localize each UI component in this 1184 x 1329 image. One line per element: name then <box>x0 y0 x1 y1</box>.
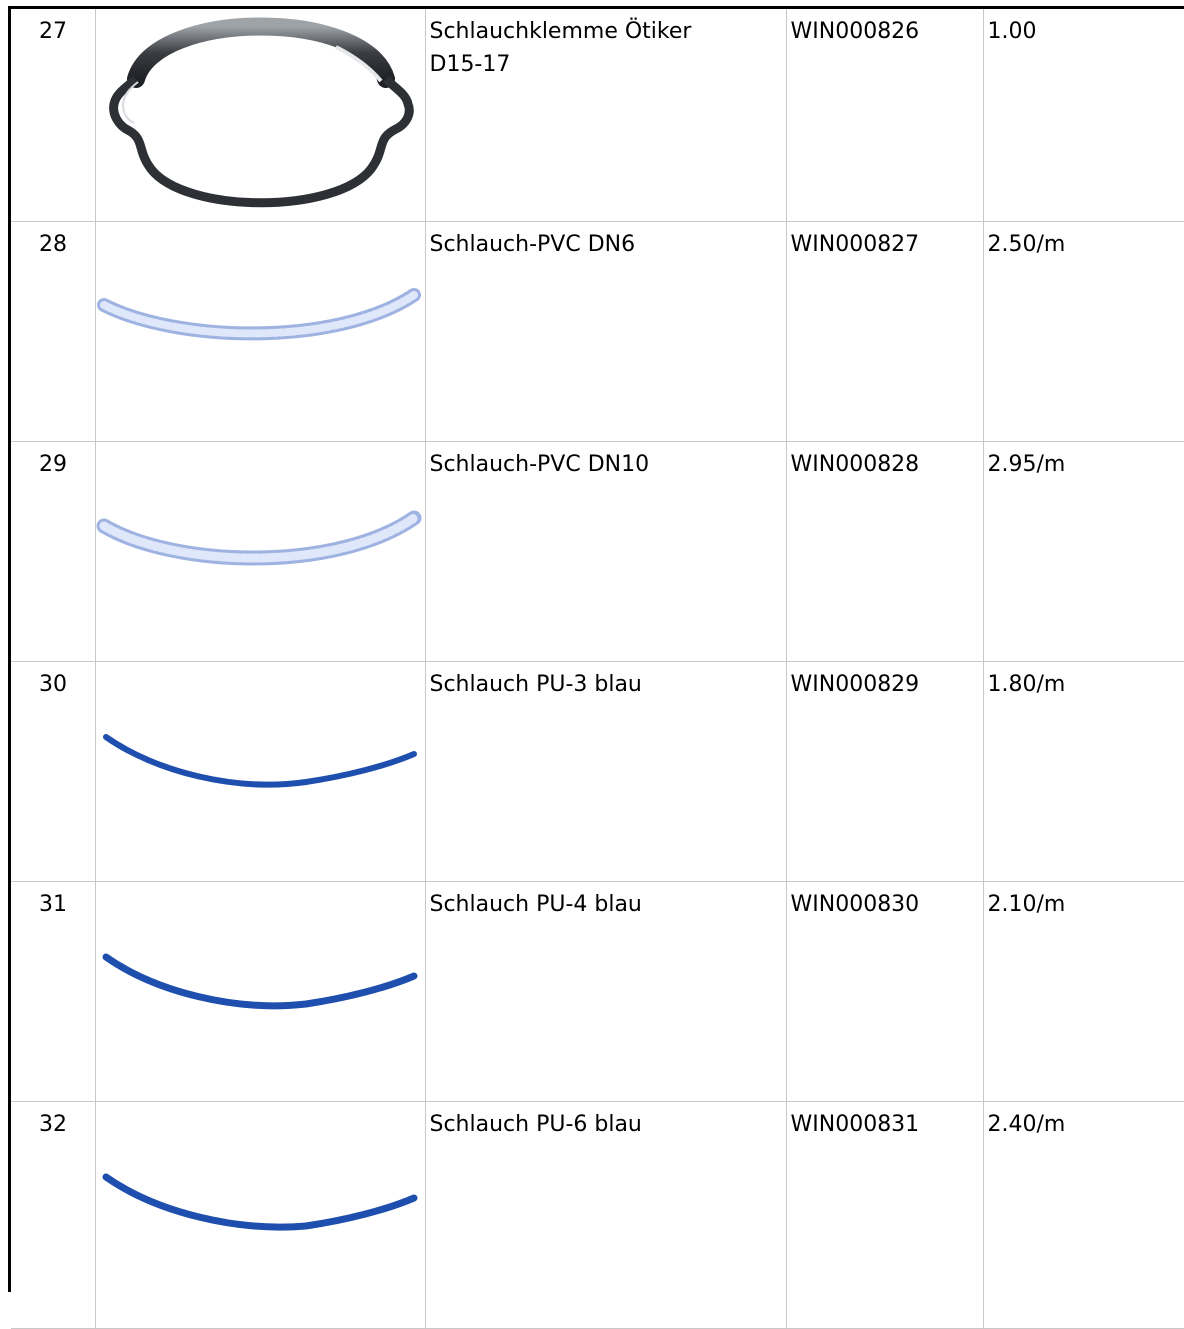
price: 2.40/m <box>982 1101 1184 1329</box>
table-row: 30 Schlauch PU-3 blau WIN000829 1.80/m <box>11 661 1184 882</box>
table-row: 32 Schlauch PU-6 blau WIN000831 2.40/m <box>11 1101 1184 1329</box>
row-number: 28 <box>11 221 96 442</box>
price: 1.80/m <box>982 661 1184 882</box>
hose-clamp-icon <box>96 9 425 209</box>
pvc-hose-icon <box>96 442 425 642</box>
table-row: 27 Schlauc <box>11 9 1184 222</box>
product-description: Schlauch PU-4 blau <box>424 881 787 1102</box>
pu-hose-icon <box>96 1102 425 1302</box>
price: 2.10/m <box>982 881 1184 1102</box>
pvc-hose-icon <box>96 222 425 422</box>
product-image-cell <box>94 441 426 662</box>
row-number: 27 <box>11 9 96 222</box>
product-image-cell <box>94 1101 426 1329</box>
table-row: 31 Schlauch PU-4 blau WIN000830 2.10/m <box>11 881 1184 1102</box>
table-row: 29 Schlauch-PVC DN10 WIN000828 2.95/m <box>11 441 1184 662</box>
row-number: 29 <box>11 441 96 662</box>
product-description: Schlauchklemme Ötiker <box>429 19 692 44</box>
product-image-cell <box>94 9 426 222</box>
product-image-cell <box>94 221 426 442</box>
table-row: 28 Schlauch-PVC DN6 WIN000827 2.50/m <box>11 221 1184 442</box>
product-table: 27 Schlauc <box>11 9 1184 1329</box>
row-number: 32 <box>11 1101 96 1329</box>
row-number: 30 <box>11 661 96 882</box>
article-number: WIN000826 <box>785 9 984 222</box>
price: 2.50/m <box>982 221 1184 442</box>
article-number: WIN000828 <box>785 441 984 662</box>
product-description: Schlauch PU-3 blau <box>424 661 787 882</box>
product-description: Schlauch-PVC DN6 <box>424 221 787 442</box>
article-number: WIN000830 <box>785 881 984 1102</box>
pu-hose-icon <box>96 882 425 1082</box>
product-description: Schlauch-PVC DN10 <box>424 441 787 662</box>
article-number: WIN000827 <box>785 221 984 442</box>
page-left-border <box>8 6 11 1292</box>
product-description-line2: D15-17 <box>429 52 511 77</box>
row-number: 31 <box>11 881 96 1102</box>
price: 2.95/m <box>982 441 1184 662</box>
price: 1.00 <box>982 9 1184 222</box>
product-image-cell <box>94 661 426 882</box>
pu-hose-icon <box>96 662 425 862</box>
article-number: WIN000831 <box>785 1101 984 1329</box>
product-description: Schlauch PU-6 blau <box>424 1101 787 1329</box>
article-number: WIN000829 <box>785 661 984 882</box>
page-top-border <box>8 6 1184 9</box>
product-image-cell <box>94 881 426 1102</box>
